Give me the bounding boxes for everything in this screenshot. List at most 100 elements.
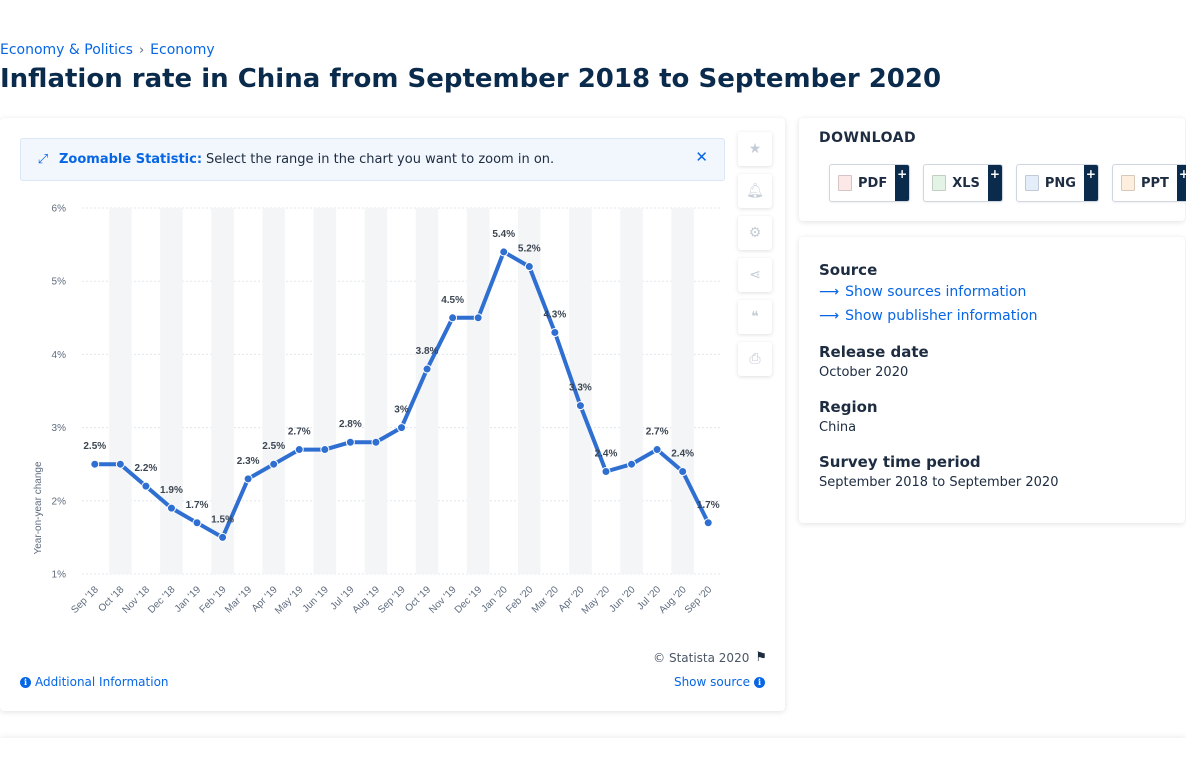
data-point[interactable] <box>473 313 483 323</box>
show-sources-link[interactable]: ⟶ Show sources information <box>819 284 1026 300</box>
print-icon: ⎙ <box>749 351 761 367</box>
data-point[interactable] <box>678 467 688 477</box>
download-ppt-button[interactable]: PPT + <box>1111 164 1186 202</box>
data-label: 3% <box>394 405 409 416</box>
data-point[interactable] <box>243 474 253 484</box>
data-point[interactable] <box>422 364 432 374</box>
settings-button[interactable]: ⚙ <box>738 216 772 250</box>
download-png-label: PNG <box>1044 175 1076 191</box>
plus-icon: + <box>1083 165 1098 201</box>
data-point[interactable] <box>115 459 125 469</box>
star-icon: ★ <box>748 141 762 157</box>
data-label: 2.4% <box>671 449 694 460</box>
data-label: 2.2% <box>135 463 158 474</box>
data-point[interactable] <box>652 445 662 455</box>
data-point[interactable] <box>345 437 355 447</box>
zoom-banner-text: Select the range in the chart you want t… <box>206 152 555 167</box>
share-button[interactable]: ⋖ <box>738 258 772 292</box>
data-point[interactable] <box>90 459 100 469</box>
y-tick-label: 1% <box>52 570 67 581</box>
chart-gridlines <box>82 207 721 575</box>
data-point[interactable] <box>601 467 611 477</box>
x-tick-label: Jun '19 <box>301 584 332 615</box>
data-point[interactable] <box>269 459 279 469</box>
y-tick-label: 4% <box>52 350 67 361</box>
x-tick-label: Aug '20 <box>657 584 689 616</box>
show-publisher-link[interactable]: ⟶ Show publisher information <box>819 308 1038 324</box>
breadcrumb-economy-politics[interactable]: Economy & Politics <box>0 42 133 58</box>
x-tick-label: Aug '19 <box>351 584 383 616</box>
data-point[interactable] <box>141 481 151 491</box>
column-band <box>160 208 183 574</box>
data-label: 2.8% <box>339 419 362 430</box>
survey-period-heading: Survey time period <box>819 453 981 471</box>
notification-button[interactable]: 🔔︎ <box>738 174 772 208</box>
column-band <box>466 208 490 574</box>
data-point[interactable] <box>524 262 534 272</box>
x-tick-label: Jun '20 <box>607 584 638 615</box>
data-point[interactable] <box>192 518 202 528</box>
column-band <box>518 208 541 574</box>
arrow-right-icon: ⟶ <box>819 308 840 324</box>
print-button[interactable]: ⎙ <box>738 342 772 376</box>
source-card: Source ⟶ Show sources information ⟶ Show… <box>799 237 1185 523</box>
download-png-button[interactable]: PNG + <box>1015 164 1099 202</box>
additional-info-link[interactable]: i Additional Information <box>20 675 169 689</box>
x-tick-label: Feb '19 <box>198 584 229 615</box>
column-band <box>620 208 643 574</box>
info-icon: i <box>20 676 31 688</box>
data-point[interactable] <box>550 327 560 337</box>
show-source-link[interactable]: Show source i <box>674 675 765 689</box>
arrow-right-icon: ⟶ <box>819 284 840 300</box>
download-xls-label: XLS <box>952 175 980 191</box>
zoom-banner-title: Zoomable Statistic: <box>59 152 203 167</box>
source-heading: Source <box>819 261 878 279</box>
download-pdf-button[interactable]: PDF + <box>829 164 911 202</box>
column-band <box>569 208 592 574</box>
show-source-label: Show source <box>673 675 750 689</box>
favorite-button[interactable]: ★ <box>738 132 772 166</box>
column-band <box>671 208 694 574</box>
breadcrumb-separator: › <box>138 42 145 58</box>
data-point[interactable] <box>320 445 330 455</box>
download-ppt-label: PPT <box>1140 175 1169 191</box>
region-value: China <box>819 420 857 435</box>
data-point[interactable] <box>218 532 228 542</box>
breadcrumb-economy[interactable]: Economy <box>150 42 215 58</box>
additional-info-label: Additional Information <box>35 675 169 689</box>
copyright-text: © Statista 2020 <box>653 650 750 665</box>
data-point[interactable] <box>397 423 406 433</box>
y-tick-label: 2% <box>52 496 67 507</box>
close-icon[interactable]: ✕ <box>695 148 708 166</box>
gear-icon: ⚙ <box>748 225 762 241</box>
data-point[interactable] <box>627 459 637 469</box>
y-axis-ticks: 1% 2% 3% 4% 5% 6% <box>52 204 67 581</box>
data-point[interactable] <box>166 503 176 513</box>
column-band <box>415 208 439 574</box>
data-label: 5.2% <box>518 244 541 255</box>
x-tick-label: May '19 <box>273 584 306 617</box>
flag-icon[interactable]: ⚑ <box>755 650 767 665</box>
data-point[interactable] <box>703 518 713 528</box>
x-tick-label: Sep '19 <box>376 584 408 616</box>
quote-icon: ❝ <box>751 309 759 325</box>
y-tick-label: 3% <box>52 423 67 434</box>
data-label: 2.7% <box>288 427 311 438</box>
data-point[interactable] <box>499 247 509 257</box>
data-point[interactable] <box>371 437 381 447</box>
cite-button[interactable]: ❝ <box>738 300 772 334</box>
bottom-card <box>0 738 1186 778</box>
info-icon: i <box>754 676 765 688</box>
x-tick-label: Dec '19 <box>453 584 485 616</box>
data-label: 2.7% <box>646 427 669 438</box>
data-point[interactable] <box>575 401 585 411</box>
data-point[interactable] <box>448 313 458 323</box>
column-band <box>364 208 388 574</box>
pdf-file-icon <box>838 175 852 191</box>
show-sources-label: Show sources information <box>845 284 1027 300</box>
data-point[interactable] <box>294 445 304 455</box>
x-tick-label: Feb '20 <box>504 584 535 615</box>
download-xls-button[interactable]: XLS + <box>923 164 1003 202</box>
